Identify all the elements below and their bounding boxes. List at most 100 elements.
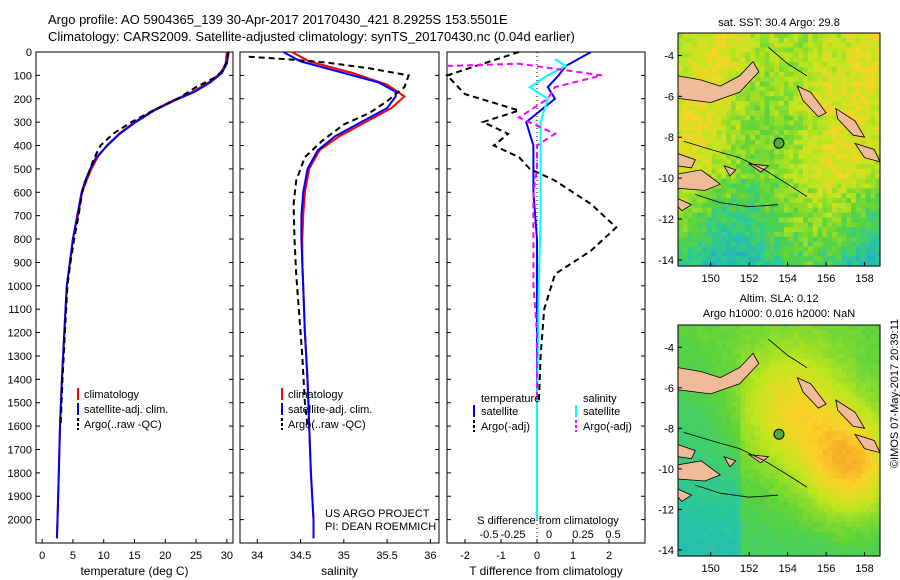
sla-map-cell [774,397,780,403]
sla-map-cell [678,483,684,490]
sla-map-cell [783,430,790,437]
sst-map-cell [754,52,761,58]
sst-map-cell [851,105,857,112]
sla-map-contour [695,484,779,498]
sla-map-cell [812,541,819,547]
sla-map-cell [774,349,780,355]
sla-map-cell [726,406,732,413]
sla-map-cell [803,507,809,514]
sst-map-cell [870,207,876,214]
sst-map-cell [721,139,727,146]
sla-map-cell [711,546,718,552]
sla-map-cell [822,392,828,398]
sla-map-cell [831,498,838,504]
depth-tick-label: 100 [14,70,32,82]
sst-map-cell [750,183,756,189]
sla-map-cell [678,402,684,408]
sla-map-cell [798,334,804,341]
sst-map-cell [812,47,819,54]
sst-map-cell [759,256,766,262]
sst-map-cell [793,33,799,39]
sst-map-cell [807,125,814,131]
sla-map-cell [870,498,876,504]
sla-map-cell [851,498,857,504]
sla-map-cell [807,435,814,442]
sla-map-cell [740,450,746,456]
sst-map-cell [788,154,795,160]
sla-map-cell [822,469,828,475]
sla-map-cell [875,397,881,403]
temperature-series-0 [55,51,228,539]
sst-map-cell [764,71,770,78]
sst-map-cell [783,188,790,194]
sla-map-cell [697,450,703,456]
sla-map-cell [812,527,819,533]
sst-map-cell [817,246,823,253]
sla-map-cell [812,503,819,509]
sla-map-cell [678,517,684,523]
sst-map-cell [769,164,775,170]
sla-map-cell [735,325,742,331]
sla-map-cell [860,483,867,490]
sla-map-cell [836,454,843,461]
sst-map-cell [730,130,737,136]
sla-map-cell [803,527,809,533]
sla-map-cell [807,469,814,475]
sla-map-cell [860,325,867,331]
sla-map-cell [754,469,761,475]
sla-map-cell [692,450,698,456]
sst-map-cell [822,198,828,204]
sla-map-cell [860,430,867,437]
sst-map-cell [711,120,718,126]
sla-map-cell [841,498,847,504]
sla-map-cell [827,454,833,461]
sla-map-cell [865,493,871,499]
sla-map-cell [716,426,722,432]
sst-map-cell [875,173,881,180]
sla-map-cell [735,435,742,442]
sla-map-cell [706,546,713,552]
sst-map-cell [846,193,852,199]
sst-map-cell [682,62,689,68]
sst-map-cell [846,71,852,78]
sst-map-cell [764,159,770,165]
sst-map-cell [855,71,862,78]
sst-map-cell [822,42,828,49]
sla-map-cell [735,430,742,437]
sla-map-cell [706,531,713,538]
sla-map-cell [812,517,819,523]
sst-map-cell [812,57,819,63]
sla-map-cell [735,536,742,543]
sla-map-cell [836,517,843,523]
sla-map-cell [803,488,809,495]
sla-map-cell [798,426,804,432]
sst-map-cell [855,217,862,223]
sst-map-cell [764,261,770,267]
sst-map-cell [754,154,761,160]
sla-map-cell [735,551,742,557]
sla-map-cell [706,440,713,446]
sla-map-cell [740,512,746,519]
sla-map-cell [706,368,713,374]
sst-map-cell [865,202,871,209]
sst-map-cell [711,144,718,151]
sla-map-cell [779,503,785,509]
sla-map-cell [807,329,814,336]
sla-map-cell [822,459,828,466]
sla-map-cell [735,450,742,456]
sla-map-cell [687,440,694,446]
sla-map-cell [682,541,689,547]
sla-map-cell [750,483,756,490]
sla-map-cell [706,493,713,499]
sst-map-cell [788,198,795,204]
sla-map-land [747,454,770,464]
sst-map-cell [745,154,751,160]
sla-map-cell [822,483,828,490]
sla-map-cell [798,517,804,523]
sst-map-cell [745,130,751,136]
sst-map-cell [774,62,780,68]
sst-map-cell [841,222,847,228]
sst-map-cell [759,91,766,97]
sst-map-cell [735,71,742,78]
sst-map-cell [769,236,775,243]
